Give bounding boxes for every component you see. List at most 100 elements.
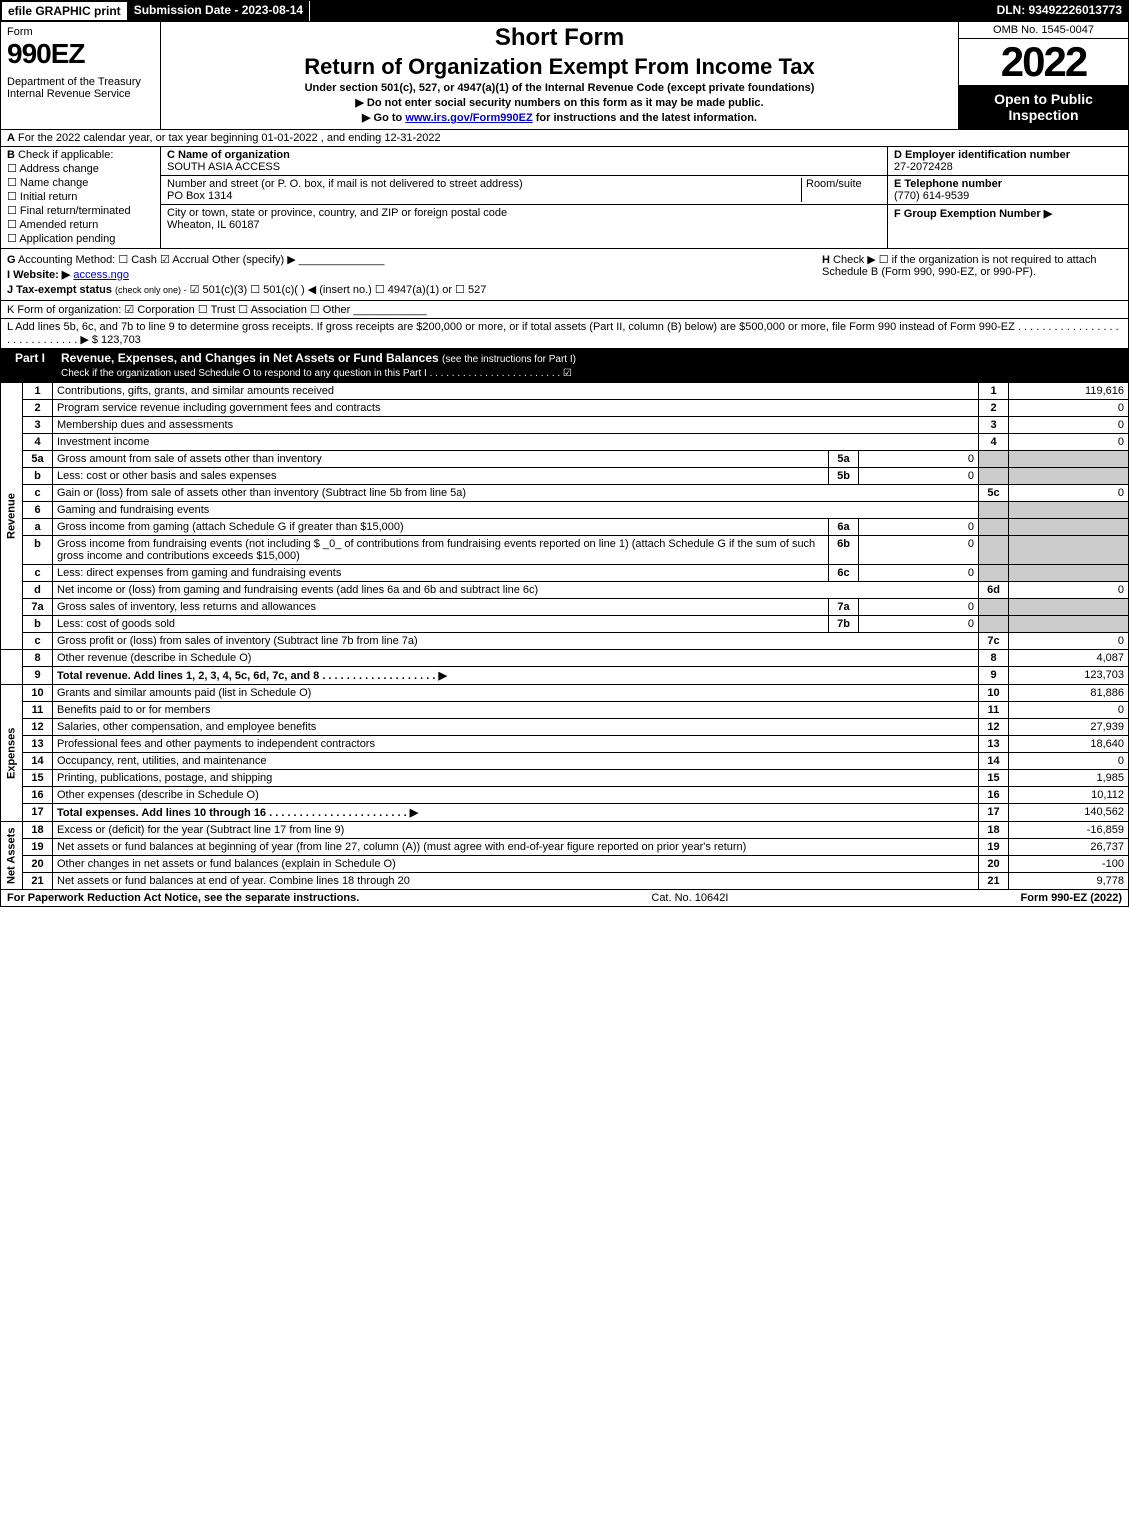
- row-j: J Tax-exempt status (check only one) - ☑…: [7, 283, 822, 296]
- short-form-title: Short Form: [169, 24, 950, 52]
- line-15-value: 1,985: [1009, 770, 1129, 787]
- part-1-header: Part I Revenue, Expenses, and Changes in…: [0, 349, 1129, 382]
- form-number: 990EZ: [7, 38, 154, 70]
- org-address: PO Box 1314: [167, 190, 801, 202]
- chk-other-method[interactable]: Other (specify) ▶ ______________: [212, 254, 384, 266]
- line-7b-value: 0: [859, 616, 979, 633]
- line-9-value: 123,703: [1009, 667, 1129, 685]
- revenue-label: Revenue: [1, 383, 23, 650]
- chk-name-change[interactable]: ☐ Name change: [7, 176, 154, 189]
- addr-label: Number and street (or P. O. box, if mail…: [167, 178, 801, 190]
- col-b-title: Check if applicable:: [18, 149, 113, 161]
- instruction-1: ▶ Do not enter social security numbers o…: [169, 96, 950, 109]
- row-l: L Add lines 5b, 6c, and 7b to line 9 to …: [0, 319, 1129, 349]
- website-link[interactable]: access.ngo: [73, 269, 129, 281]
- instruction-2: ▶ Go to www.irs.gov/Form990EZ for instru…: [169, 111, 950, 124]
- line-6d-value: 0: [1009, 582, 1129, 599]
- part-1-table: Revenue 1 Contributions, gifts, grants, …: [0, 382, 1129, 890]
- net-assets-label: Net Assets: [1, 822, 23, 890]
- row-i: I Website: ▶ access.ngo: [7, 268, 822, 281]
- open-to-public: Open to Public Inspection: [959, 85, 1128, 129]
- line-2-value: 0: [1009, 400, 1129, 417]
- top-bar: efile GRAPHIC print Submission Date - 20…: [0, 0, 1129, 22]
- line-11-value: 0: [1009, 702, 1129, 719]
- line-13-value: 18,640: [1009, 736, 1129, 753]
- efile-print-button[interactable]: efile GRAPHIC print: [1, 1, 128, 21]
- header-mid: Short Form Return of Organization Exempt…: [161, 22, 958, 129]
- form-header: Form 990EZ Department of the Treasury In…: [0, 22, 1129, 130]
- row-a-text: For the 2022 calendar year, or tax year …: [18, 132, 441, 144]
- line-7a-value: 0: [859, 599, 979, 616]
- footer-form-ref: Form 990-EZ (2022): [1021, 892, 1122, 904]
- section-ghij: G Accounting Method: ☐ Cash ☑ Accrual Ot…: [0, 249, 1129, 301]
- chk-amended-return[interactable]: ☐ Amended return: [7, 218, 154, 231]
- row-a: A For the 2022 calendar year, or tax yea…: [0, 130, 1129, 147]
- label-a: A: [7, 132, 15, 144]
- line-19-value: 26,737: [1009, 839, 1129, 856]
- block-bcdef: B Check if applicable: ☐ Address change …: [0, 147, 1129, 249]
- col-b: B Check if applicable: ☐ Address change …: [1, 147, 161, 248]
- instr2-post: for instructions and the latest informat…: [533, 112, 757, 124]
- under-section: Under section 501(c), 527, or 4947(a)(1)…: [169, 82, 950, 94]
- row-h: H Check ▶ ☐ if the organization is not r…: [822, 253, 1122, 278]
- tax-year: 2022: [959, 39, 1128, 85]
- return-title: Return of Organization Exempt From Incom…: [169, 54, 950, 80]
- line-18-value: -16,859: [1009, 822, 1129, 839]
- org-city: Wheaton, IL 60187: [167, 219, 881, 231]
- line-5b-value: 0: [859, 468, 979, 485]
- row-k: K Form of organization: ☑ Corporation ☐ …: [0, 301, 1129, 319]
- group-exemption-label: F Group Exemption Number ▶: [894, 207, 1122, 220]
- instr2-pre: ▶ Go to: [362, 112, 405, 124]
- line-6b-value: 0: [859, 536, 979, 565]
- line-5c-value: 0: [1009, 485, 1129, 502]
- dln: DLN: 93492226013773: [991, 1, 1128, 21]
- part-1-title: Revenue, Expenses, and Changes in Net As…: [61, 351, 439, 365]
- line-16-value: 10,112: [1009, 787, 1129, 804]
- irs-link[interactable]: www.irs.gov/Form990EZ: [405, 112, 532, 124]
- line-1-value: 119,616: [1009, 383, 1129, 400]
- name-label: C Name of organization: [167, 149, 877, 161]
- chk-cash[interactable]: ☐ Cash: [118, 254, 157, 266]
- omb-number: OMB No. 1545-0047: [959, 22, 1128, 39]
- chk-final-return[interactable]: ☐ Final return/terminated: [7, 204, 154, 217]
- footer-left: For Paperwork Reduction Act Notice, see …: [7, 892, 359, 904]
- line-17-value: 140,562: [1009, 804, 1129, 822]
- room-label: Room/suite: [806, 178, 881, 190]
- line-8-value: 4,087: [1009, 650, 1129, 667]
- label-b: B: [7, 149, 15, 161]
- line-7c-value: 0: [1009, 633, 1129, 650]
- header-right: OMB No. 1545-0047 2022 Open to Public In…: [958, 22, 1128, 129]
- submission-date: Submission Date - 2023-08-14: [128, 1, 310, 21]
- row-g: G Accounting Method: ☐ Cash ☑ Accrual Ot…: [7, 253, 822, 266]
- tel-label: E Telephone number: [894, 178, 1122, 190]
- line-6c-value: 0: [859, 565, 979, 582]
- chk-accrual[interactable]: ☑ Accrual: [160, 254, 209, 266]
- line-3-value: 0: [1009, 417, 1129, 434]
- line-20-value: -100: [1009, 856, 1129, 873]
- department: Department of the Treasury Internal Reve…: [7, 76, 154, 100]
- ein: 27-2072428: [894, 161, 1122, 173]
- line-21-value: 9,778: [1009, 873, 1129, 890]
- part-1-num: Part I: [7, 351, 53, 379]
- chk-application-pending[interactable]: ☐ Application pending: [7, 232, 154, 245]
- ein-label: D Employer identification number: [894, 149, 1122, 161]
- part-1-sub: (see the instructions for Part I): [442, 354, 576, 365]
- col-c: C Name of organization SOUTH ASIA ACCESS…: [161, 147, 888, 248]
- col-def: D Employer identification number 27-2072…: [888, 147, 1128, 248]
- line-14-value: 0: [1009, 753, 1129, 770]
- chk-initial-return[interactable]: ☐ Initial return: [7, 190, 154, 203]
- city-label: City or town, state or province, country…: [167, 207, 881, 219]
- part-1-check: Check if the organization used Schedule …: [61, 368, 572, 379]
- org-name: SOUTH ASIA ACCESS: [167, 161, 881, 173]
- expenses-label: Expenses: [1, 685, 23, 822]
- footer-cat-no: Cat. No. 10642I: [359, 892, 1020, 904]
- form-word: Form: [7, 26, 154, 38]
- chk-address-change[interactable]: ☐ Address change: [7, 162, 154, 175]
- line-5a-value: 0: [859, 451, 979, 468]
- page-footer: For Paperwork Reduction Act Notice, see …: [0, 890, 1129, 907]
- line-12-value: 27,939: [1009, 719, 1129, 736]
- telephone: (770) 614-9539: [894, 190, 1122, 202]
- line-10-value: 81,886: [1009, 685, 1129, 702]
- line-4-value: 0: [1009, 434, 1129, 451]
- header-left: Form 990EZ Department of the Treasury In…: [1, 22, 161, 129]
